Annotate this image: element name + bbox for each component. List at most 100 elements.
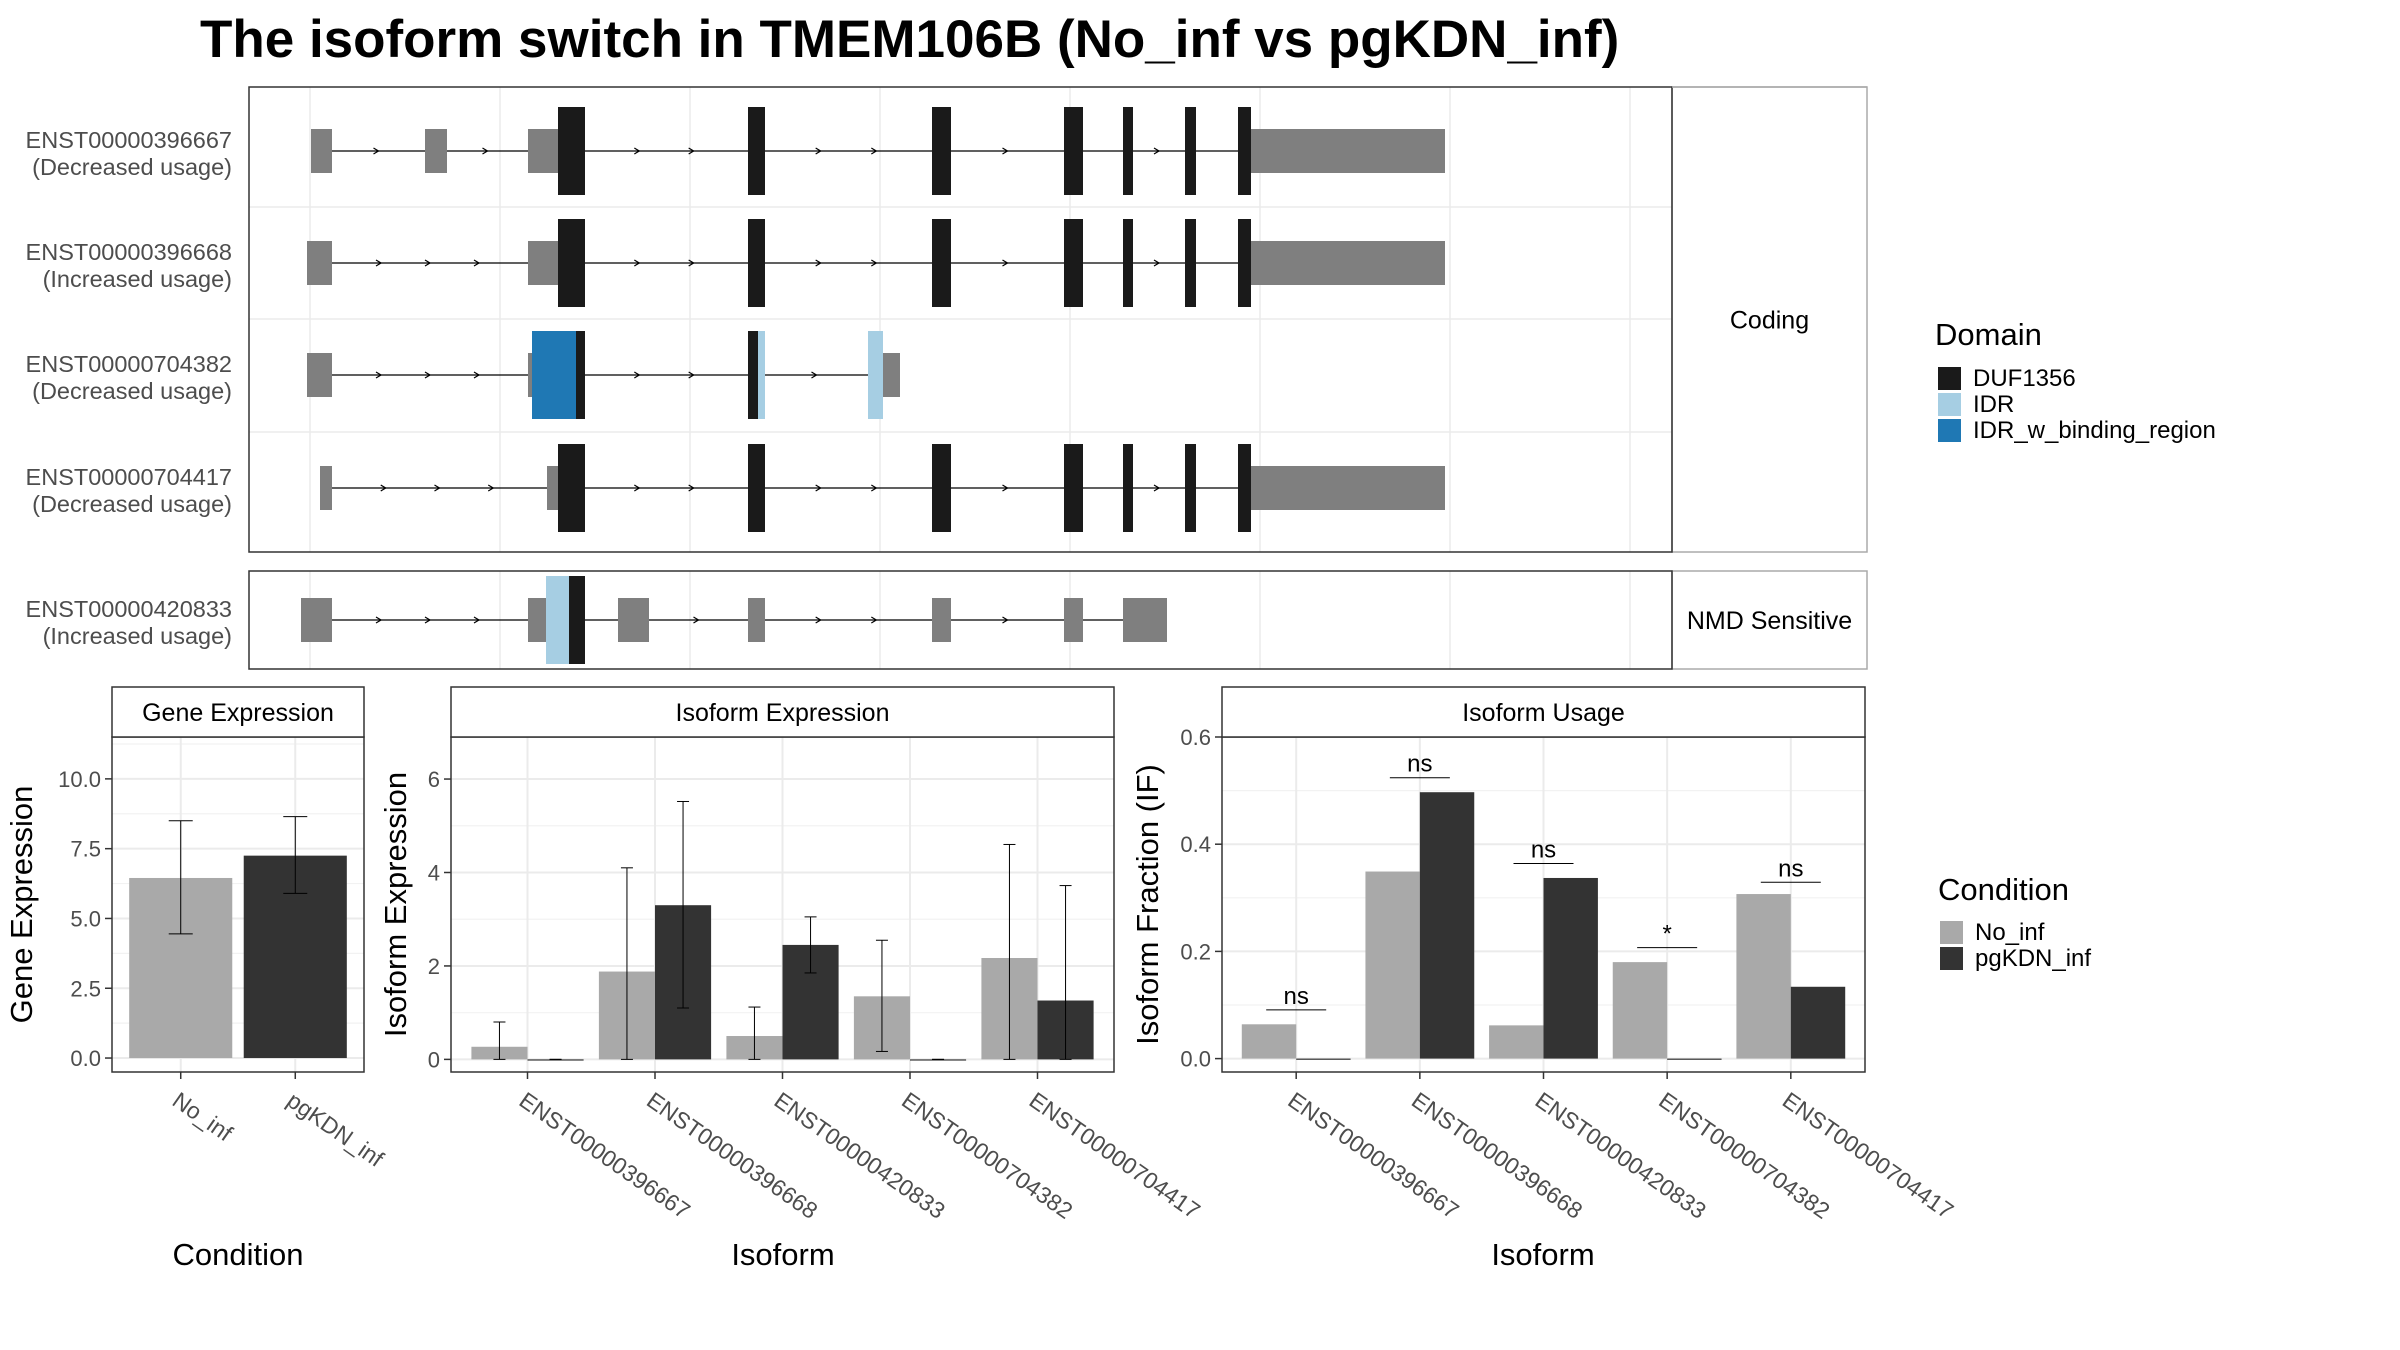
bar-chart-panel: Isoform Expression0246ENST00000396667ENS… [378, 686, 1205, 1272]
intron-direction-arrow [815, 484, 822, 492]
condition-legend-label: pgKDN_inf [1975, 945, 2091, 972]
y-tick-label: 2.5 [70, 976, 101, 1001]
duf1356-domain-exon [1064, 219, 1083, 307]
facet-strip-label: Coding [1730, 307, 1809, 335]
utr-exon [1251, 466, 1261, 510]
duf1356-domain-exon [558, 444, 585, 532]
transcript-usage-label: (Decreased usage) [32, 154, 232, 180]
intron-direction-arrow [380, 484, 387, 492]
y-axis-title: Gene Expression [4, 786, 39, 1024]
x-tick-label: No_inf [168, 1087, 238, 1147]
utr-exon [528, 598, 546, 642]
transcript-id-label: ENST00000396667 [26, 127, 232, 153]
condition-legend-swatch [1940, 947, 1963, 970]
y-tick-label: 7.5 [70, 837, 101, 862]
domain-legend-swatch [1938, 419, 1961, 442]
utr-exon [618, 598, 633, 642]
figure-title: The isoform switch in TMEM106B (No_inf v… [200, 10, 1619, 69]
duf1356-domain-exon [1185, 107, 1196, 195]
utr-exon [528, 353, 532, 397]
duf1356-domain-exon [558, 107, 585, 195]
duf1356-domain-exon [1064, 107, 1083, 195]
bar-No_inf [1365, 871, 1420, 1059]
transcript-track: ENST00000396667(Decreased usage) [26, 107, 1445, 195]
significance-label: ns [1407, 751, 1432, 778]
duf1356-domain-exon [748, 444, 765, 532]
x-axis-title: Isoform [731, 1237, 834, 1272]
intron-direction-arrow [1153, 259, 1161, 267]
significance-label: ns [1284, 983, 1309, 1010]
intron-direction-arrow [871, 259, 878, 267]
intron-direction-arrow [375, 616, 383, 624]
intron-direction-arrow [424, 616, 432, 624]
transcript-usage-label: (Decreased usage) [32, 491, 232, 517]
utr-exon [1261, 129, 1445, 173]
idr-domain-exon [758, 331, 765, 419]
condition-legend-label: No_inf [1975, 919, 2045, 946]
intron-direction-arrow [811, 371, 818, 379]
transcript-track: ENST00000704417(Decreased usage) [26, 444, 1445, 532]
duf1356-domain-exon [1123, 444, 1133, 532]
intron-direction-arrow [871, 484, 878, 492]
y-tick-label: 0.4 [1180, 832, 1211, 857]
domain-legend-label: IDR_w_binding_region [1973, 417, 2216, 444]
utr-exon [528, 241, 558, 285]
intron-direction-arrow [373, 147, 380, 155]
utr-exon [547, 466, 560, 510]
duf1356-domain-exon [932, 107, 951, 195]
intron-direction-arrow [871, 616, 878, 624]
x-axis-title: Isoform [1491, 1237, 1594, 1272]
coding-panel-border [248, 86, 1673, 553]
intron-direction-arrow [424, 371, 432, 379]
intron-direction-arrow [434, 484, 441, 492]
intron-direction-arrow [688, 259, 695, 267]
y-tick-label: 0.6 [1180, 725, 1211, 750]
intron-direction-arrow [1002, 147, 1009, 155]
facet-strip [1671, 570, 1868, 670]
duf1356-domain-exon [932, 444, 951, 532]
transcript-usage-label: (Decreased usage) [32, 378, 232, 404]
utr-exon [307, 241, 332, 285]
utr-exon [932, 598, 951, 642]
duf1356-domain-exon [748, 107, 765, 195]
utr-exon [311, 129, 332, 173]
utr-exon [301, 598, 332, 642]
transcript-id-label: ENST00000704382 [26, 351, 232, 377]
utr-exon [748, 598, 765, 642]
duf1356-domain-exon [1185, 444, 1196, 532]
domain-legend-title: Domain [1935, 317, 2042, 352]
duf1356-domain-exon [748, 219, 765, 307]
panel-strip [450, 686, 1115, 738]
bar-chart-panel: Gene Expression 0.0 2.5 5.0 7.5 10.0 No_inf pgK… [4, 686, 389, 1272]
panel-title: Isoform Expression [676, 699, 890, 727]
intron-direction-arrow [688, 147, 695, 155]
intron-direction-arrow [1002, 259, 1009, 267]
utr-exon [1123, 598, 1167, 642]
intron-direction-arrow [473, 616, 481, 624]
intron-direction-arrow [688, 484, 695, 492]
intron-direction-arrow [1153, 484, 1161, 492]
duf1356-domain-exon [1238, 444, 1251, 532]
bar-panels: Gene Expression 0.0 2.5 5.0 7.5 10.0 No_inf pgK… [4, 686, 1958, 1272]
domain-legend-swatch [1938, 367, 1961, 390]
utr-exon [1261, 466, 1445, 510]
transcript-track: ENST00000704382(Decreased usage) [26, 331, 900, 419]
idr-domain-exon [868, 331, 883, 419]
condition-legend-swatch [1940, 921, 1963, 944]
y-tick-label: 0.0 [1180, 1047, 1211, 1072]
y-tick-label: 0.0 [70, 1046, 101, 1071]
x-tick-label: pgKDN_inf [282, 1087, 389, 1172]
duf1356-domain-exon [576, 331, 585, 419]
bar-pgKDN_inf [1667, 1058, 1722, 1060]
facet-strip-label: NMD Sensitive [1687, 607, 1852, 635]
transcript-track: ENST00000420833(Increased usage) [26, 576, 1167, 664]
bar-pgKDN_inf [1790, 986, 1846, 1059]
duf1356-domain-exon [1185, 219, 1196, 307]
utr-exon [633, 598, 649, 642]
transcript-track: ENST00000396668(Increased usage) [26, 219, 1445, 307]
bar-pgKDN_inf [910, 1059, 967, 1061]
utr-exon [1251, 241, 1261, 285]
intron-direction-arrow [424, 259, 432, 267]
